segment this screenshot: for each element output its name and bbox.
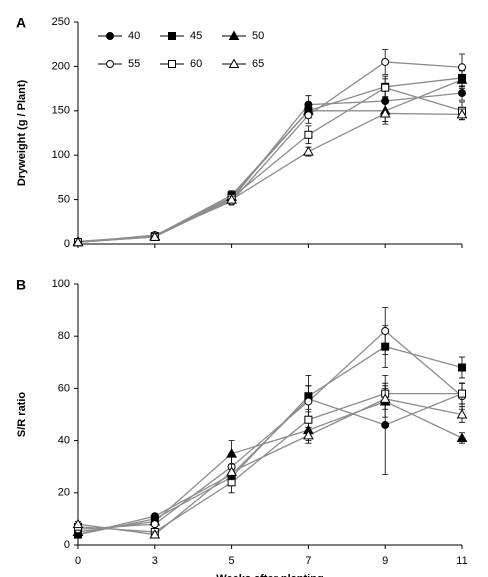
data-point (304, 397, 313, 406)
x-axis-label: Weeks after planting (216, 573, 323, 577)
series-line (77, 345, 463, 536)
series-line (77, 112, 463, 243)
series-line (77, 400, 463, 533)
series-line (77, 392, 462, 533)
x-tick-label: 3 (152, 555, 158, 567)
series-line (77, 393, 463, 536)
legend-marker (228, 30, 240, 40)
series-line (77, 330, 463, 530)
y-tick-label: 80 (58, 330, 70, 342)
y-axis-label: Dryweight (g / Plant) (16, 79, 28, 186)
series-line (77, 398, 463, 536)
data-point (149, 231, 161, 241)
series-line (77, 87, 463, 243)
data-point (379, 107, 391, 118)
data-point (304, 415, 313, 424)
data-point (304, 111, 313, 120)
y-tick-label: 60 (58, 382, 70, 394)
y-tick-label: 250 (52, 16, 70, 28)
x-tick-label: 0 (75, 555, 81, 567)
legend-marker (168, 60, 176, 68)
data-point (458, 389, 466, 398)
legend-label: 55 (128, 58, 140, 70)
legend-label: 40 (128, 30, 140, 42)
data-point (304, 130, 313, 139)
legend-label: 65 (252, 58, 264, 70)
series-line (77, 61, 463, 243)
x-tick-label: 7 (305, 555, 311, 567)
legend-marker (106, 60, 114, 68)
data-point (303, 429, 314, 440)
data-point (381, 420, 390, 429)
panel-label: A (16, 15, 26, 31)
data-point (303, 146, 314, 156)
legend-marker (106, 32, 114, 40)
data-point (381, 326, 390, 335)
legend-marker (168, 32, 176, 40)
panel-label: B (16, 277, 26, 293)
data-point (458, 63, 466, 72)
data-point (381, 57, 390, 66)
data-point (226, 466, 237, 476)
y-tick-label: 150 (52, 105, 70, 117)
data-point (458, 363, 466, 372)
legend-label: 60 (190, 58, 202, 70)
y-tick-label: 20 (58, 487, 70, 499)
x-tick-label: 5 (229, 555, 235, 567)
y-tick-label: 0 (64, 539, 70, 551)
legend-label: 50 (252, 30, 264, 42)
data-point (379, 393, 391, 403)
y-tick-label: 100 (52, 278, 70, 290)
series-line (77, 92, 463, 243)
data-point (456, 408, 468, 419)
data-point (72, 236, 84, 247)
y-tick-label: 100 (52, 149, 70, 161)
y-tick-label: 40 (58, 435, 70, 447)
series-line (77, 79, 463, 242)
y-tick-label: 200 (52, 60, 70, 72)
y-tick-label: 0 (64, 238, 70, 250)
data-point (381, 83, 390, 92)
legend-marker (228, 58, 240, 68)
y-axis-label: S/R ratio (16, 392, 28, 438)
data-point (149, 529, 161, 539)
y-tick-label: 50 (58, 194, 70, 206)
data-point (458, 89, 466, 98)
data-point (150, 520, 159, 529)
data-point (226, 194, 237, 204)
data-point (456, 432, 468, 442)
x-tick-label: 9 (382, 555, 388, 567)
x-tick-label: 11 (456, 555, 467, 567)
legend-label: 45 (190, 30, 202, 42)
data-point (72, 518, 84, 529)
data-point (456, 108, 468, 119)
